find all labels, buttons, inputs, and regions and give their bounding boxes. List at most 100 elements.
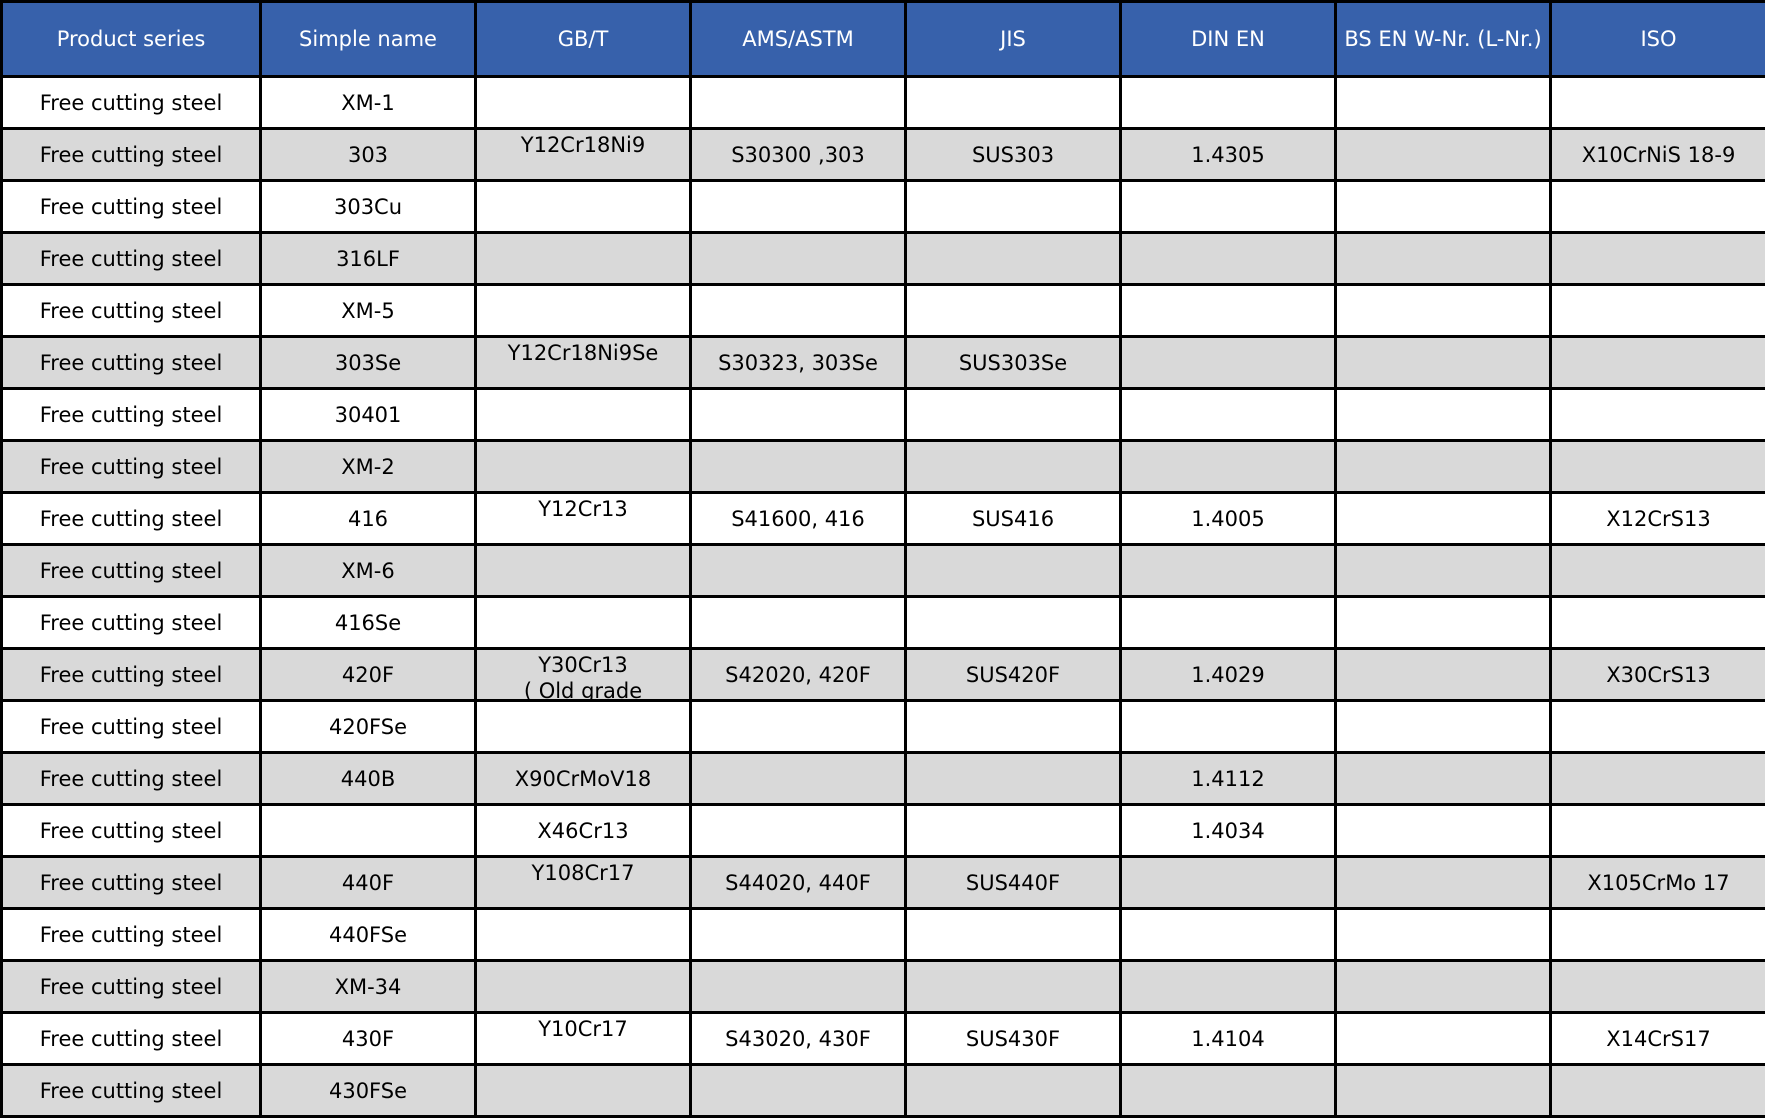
- cell-din: 1.4005: [1119, 491, 1337, 546]
- cell-name: 303Cu: [259, 179, 477, 234]
- cell-text: 303Cu: [333, 194, 403, 219]
- cell-name: 303Se: [259, 335, 477, 390]
- header-jis: JIS: [904, 0, 1122, 78]
- cell-bs: [1334, 127, 1552, 182]
- cell-text: X10CrNiS 18-9: [1581, 142, 1736, 167]
- cell-iso: [1549, 335, 1765, 390]
- cell-text: 1.4305: [1191, 142, 1265, 167]
- cell-bs: [1334, 907, 1552, 962]
- cell-text: SUS303Se: [958, 350, 1068, 375]
- cell-text: X12CrS13: [1606, 506, 1711, 531]
- cell-text: Free cutting steel: [39, 1026, 223, 1051]
- cell-text: SUS430F: [965, 1026, 1061, 1051]
- cell-series: Free cutting steel: [0, 231, 262, 286]
- cell-series: Free cutting steel: [0, 647, 262, 702]
- cell-name: [259, 803, 477, 858]
- cell-text: XM-5: [341, 298, 395, 323]
- cell-gbt: Y12Cr18Ni9: [474, 127, 692, 182]
- cell-text: Free cutting steel: [39, 662, 223, 687]
- cell-astm: [689, 595, 907, 650]
- cell-din: [1119, 179, 1337, 234]
- cell-astm: S30323, 303Se: [689, 335, 907, 390]
- cell-text: XM-34: [334, 974, 402, 999]
- cell-bs: [1334, 751, 1552, 806]
- cell-din: [1119, 1063, 1337, 1118]
- cell-din: [1119, 907, 1337, 962]
- cell-name: 416: [259, 491, 477, 546]
- cell-bs: [1334, 75, 1552, 130]
- cell-astm: [689, 543, 907, 598]
- cell-text: 416: [347, 506, 389, 531]
- cell-series: Free cutting steel: [0, 75, 262, 130]
- cell-series: Free cutting steel: [0, 803, 262, 858]
- cell-astm: [689, 179, 907, 234]
- cell-astm: [689, 751, 907, 806]
- cell-series: Free cutting steel: [0, 335, 262, 390]
- cell-iso: [1549, 1063, 1765, 1118]
- cell-din: [1119, 335, 1337, 390]
- cell-iso: [1549, 803, 1765, 858]
- cell-gbt: [474, 179, 692, 234]
- cell-series: Free cutting steel: [0, 959, 262, 1014]
- cell-astm: S41600, 416: [689, 491, 907, 546]
- cell-text: 1.4034: [1191, 818, 1265, 843]
- table-row: Free cutting steel XM-5: [0, 283, 1765, 338]
- cell-text: Free cutting steel: [39, 194, 223, 219]
- cell-series: Free cutting steel: [0, 127, 262, 182]
- cell-jis: [904, 179, 1122, 234]
- cell-jis: [904, 907, 1122, 962]
- table-row: Free cutting steel XM-2: [0, 439, 1765, 494]
- cell-bs: [1334, 595, 1552, 650]
- cell-din: [1119, 231, 1337, 286]
- cell-jis: [904, 283, 1122, 338]
- cell-name: 440F: [259, 855, 477, 910]
- cell-series: Free cutting steel: [0, 595, 262, 650]
- cell-series: Free cutting steel: [0, 439, 262, 494]
- table-row: Free cutting steel 440FSe: [0, 907, 1765, 962]
- cell-name: XM-2: [259, 439, 477, 494]
- cell-bs: [1334, 543, 1552, 598]
- cell-jis: [904, 387, 1122, 442]
- cell-text: 316LF: [336, 246, 400, 271]
- cell-text: SUS303: [971, 142, 1055, 167]
- cell-bs: [1334, 803, 1552, 858]
- cell-gbt: X90CrMoV18: [474, 751, 692, 806]
- cell-text: Y12Cr18Ni9Se: [507, 341, 659, 365]
- cell-gbt: [474, 959, 692, 1014]
- cell-text: 430F: [341, 1026, 395, 1051]
- cell-series: Free cutting steel: [0, 907, 262, 962]
- cell-name: XM-1: [259, 75, 477, 130]
- cell-series: Free cutting steel: [0, 491, 262, 546]
- cell-gbt: [474, 907, 692, 962]
- header-gbt: GB/T: [474, 0, 692, 78]
- cell-jis: [904, 699, 1122, 754]
- cell-din: 1.4034: [1119, 803, 1337, 858]
- cell-text: SUS416: [971, 506, 1055, 531]
- cell-text: Free cutting steel: [39, 142, 223, 167]
- cell-name: 420F: [259, 647, 477, 702]
- cell-text: S44020, 440F: [725, 870, 871, 895]
- cell-bs: [1334, 1063, 1552, 1118]
- cell-din: [1119, 595, 1337, 650]
- cell-text: S42020, 420F: [725, 662, 871, 687]
- cell-text: Free cutting steel: [39, 922, 223, 947]
- cell-bs: [1334, 699, 1552, 754]
- cell-text: X105CrMo 17: [1587, 870, 1730, 895]
- table-row: Free cutting steel 440F Y108Cr17 S44020, 44…: [0, 855, 1765, 910]
- cell-gbt: [474, 75, 692, 130]
- cell-text: S43020, 430F: [725, 1026, 871, 1051]
- cell-gbt: X46Cr13: [474, 803, 692, 858]
- cell-din: [1119, 439, 1337, 494]
- cell-name: 430FSe: [259, 1063, 477, 1118]
- cell-series: Free cutting steel: [0, 1011, 262, 1066]
- cell-iso: X105CrMo 17: [1549, 855, 1765, 910]
- cell-text: 303Se: [334, 350, 402, 375]
- cell-name: 430F: [259, 1011, 477, 1066]
- cell-bs: [1334, 959, 1552, 1014]
- cell-series: Free cutting steel: [0, 855, 262, 910]
- cell-gbt: [474, 543, 692, 598]
- cell-iso: [1549, 283, 1765, 338]
- table-row: Free cutting steel 303Cu: [0, 179, 1765, 234]
- cell-astm: [689, 1063, 907, 1118]
- cell-series: Free cutting steel: [0, 751, 262, 806]
